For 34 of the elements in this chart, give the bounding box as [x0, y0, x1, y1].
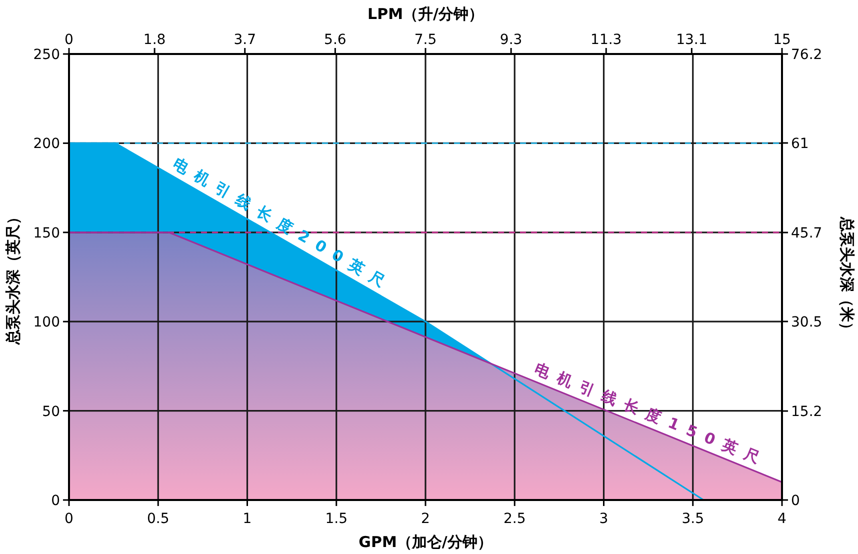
y-tick-label: 250: [33, 47, 60, 63]
y2-axis-title: 总泵头水深（米）: [838, 216, 856, 337]
x-axis-title: GPM（加仑/分钟）: [358, 533, 492, 551]
x-tick-label: 1: [242, 511, 252, 527]
x-tick-label: 2: [421, 511, 430, 527]
x2-tick-label: 5.6: [324, 32, 346, 48]
y-tick-label: 50: [42, 404, 60, 420]
x2-tick-label: 0: [64, 32, 74, 48]
x2-tick-label: 15: [773, 32, 791, 48]
x2-tick-label: 11.3: [590, 32, 622, 48]
y-tick-label: 150: [33, 225, 60, 242]
x-tick-label: 1.5: [325, 511, 348, 527]
x2-axis-title: LPM（升/分钟）: [368, 5, 484, 23]
x-tick-label: 0: [64, 511, 74, 527]
x2-tick-label: 13.1: [676, 32, 708, 48]
x-tick-label: 2.5: [503, 511, 526, 527]
y2-tick-label: 0: [791, 493, 800, 509]
y2-tick-label: 15.2: [791, 404, 822, 420]
x2-tick-label: 1.8: [143, 32, 166, 48]
y2-tick-label: 45.7: [791, 226, 822, 242]
y-tick-label: 0: [51, 493, 60, 509]
x2-tick-label: 7.5: [414, 32, 437, 48]
y2-tick-label: 30.5: [791, 314, 822, 330]
x-tick-label: 3: [599, 511, 608, 527]
x2-tick-label: 9.3: [500, 32, 522, 48]
x2-tick-label: 3.7: [234, 32, 256, 48]
x-tick-label: 4: [778, 511, 787, 527]
y2-tick-label: 61: [791, 136, 809, 152]
y2-tick-label: 76.2: [791, 47, 822, 63]
x-tick-label: 3.5: [682, 511, 704, 527]
y-axis-title: 总泵头水深（英尺）: [4, 210, 22, 346]
y-tick-label: 200: [33, 136, 60, 152]
x-tick-label: 0.5: [146, 511, 170, 527]
y-tick-label: 100: [33, 314, 60, 331]
